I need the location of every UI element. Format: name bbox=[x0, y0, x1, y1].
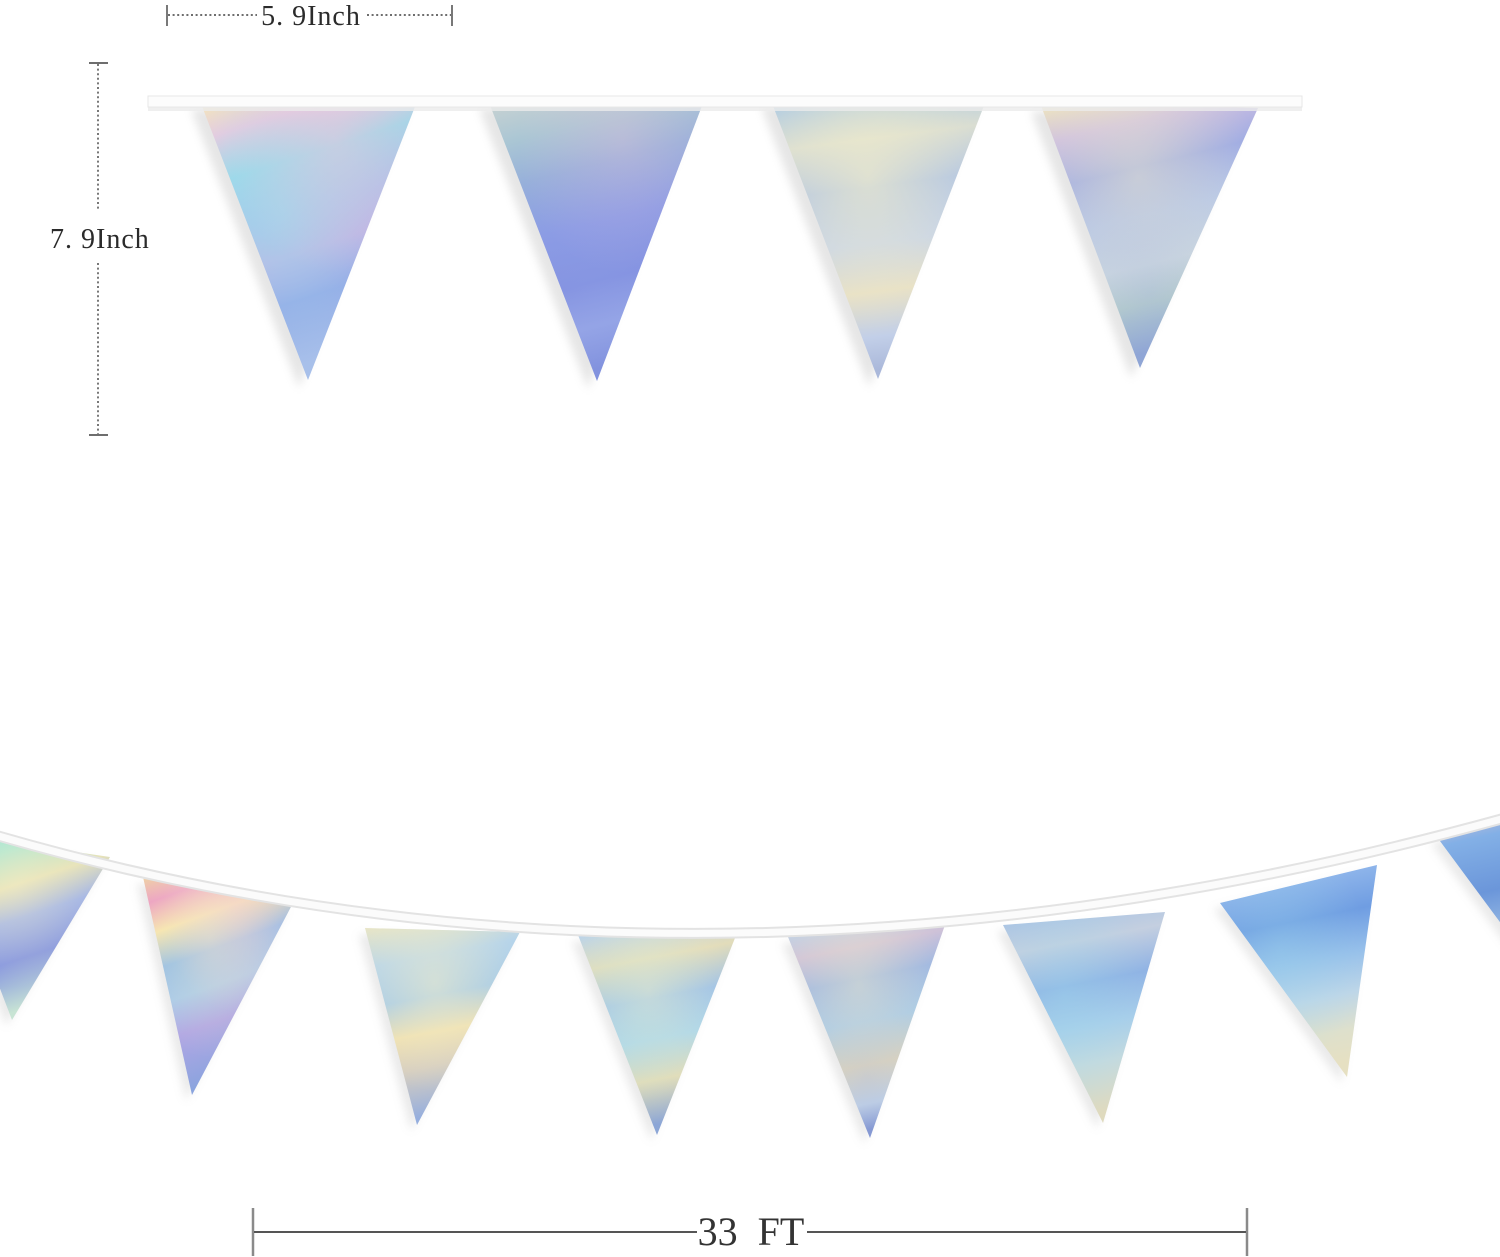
bottom-flag-7 bbox=[1220, 865, 1377, 1077]
pennant-sheen bbox=[788, 925, 945, 1138]
bottom-banner bbox=[0, 813, 1500, 1144]
bottom-flag-5 bbox=[788, 925, 945, 1138]
pennant-sheen bbox=[365, 928, 520, 1125]
bottom-flag-1 bbox=[0, 840, 110, 1020]
bottom-flag-3 bbox=[365, 928, 520, 1125]
bottom-ribbon bbox=[0, 815, 1500, 937]
top-flag-3 bbox=[770, 98, 987, 379]
pennant-sheen bbox=[770, 98, 987, 379]
bottom-flag-2 bbox=[143, 877, 293, 1095]
length-dimension-label: 33 FT bbox=[698, 1209, 805, 1254]
bottom-flag-8 bbox=[1437, 822, 1500, 923]
width-dimension: 5. 9Inch bbox=[166, 1, 453, 32]
pennant-sheen bbox=[143, 877, 293, 1095]
bottom-flag-6 bbox=[1003, 912, 1165, 1123]
pennant-sheen bbox=[488, 98, 705, 381]
height-dimension-label: 7. 9Inch bbox=[50, 224, 150, 255]
top-ribbon-shadow bbox=[148, 107, 1302, 111]
length-dimension: 33 FT bbox=[251, 1208, 1249, 1256]
bottom-flag-4 bbox=[578, 935, 735, 1135]
top-flag-1 bbox=[200, 99, 418, 380]
pennant-sheen bbox=[1220, 865, 1377, 1077]
pennant-sheen bbox=[200, 99, 418, 380]
top-flag-2 bbox=[488, 98, 705, 381]
pennant-sheen bbox=[0, 840, 110, 1020]
top-flag-4 bbox=[1040, 103, 1258, 368]
pennant bbox=[1437, 822, 1500, 923]
height-dimension: 7. 9Inch bbox=[50, 62, 150, 436]
pennant-sheen bbox=[1040, 103, 1258, 368]
pennant-sheen bbox=[578, 935, 735, 1135]
top-ribbon bbox=[147, 95, 1303, 108]
pennant-sheen bbox=[1003, 912, 1165, 1123]
top-banner bbox=[147, 95, 1303, 389]
width-dimension-label: 5. 9Inch bbox=[261, 1, 361, 32]
